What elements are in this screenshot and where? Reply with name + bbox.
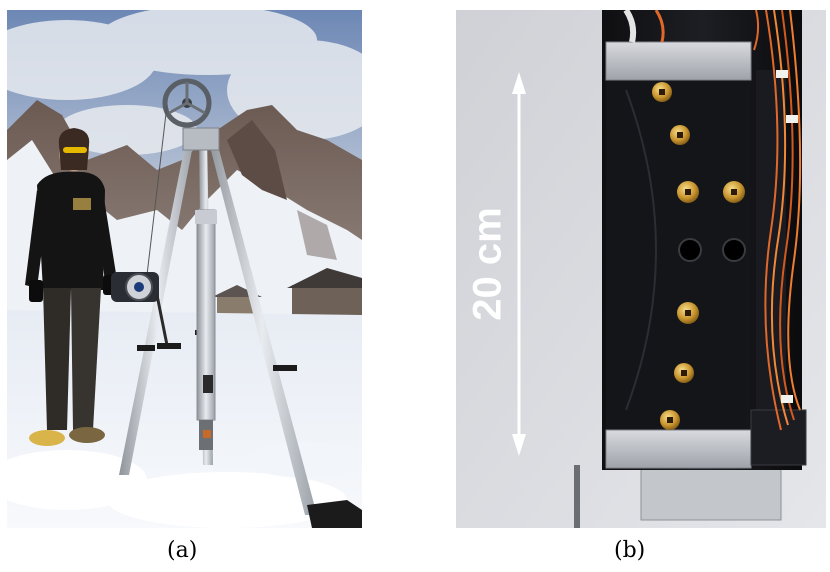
pulley-wheel <box>146 78 212 276</box>
snow-mounds <box>7 442 362 528</box>
brass-photodiodes <box>652 82 745 430</box>
caption-b: (b) <box>614 538 646 563</box>
scale-arrow <box>512 72 526 456</box>
scale-label: 20 cm <box>465 207 510 321</box>
orange-wires <box>623 10 802 431</box>
wire-ties <box>776 70 798 403</box>
cylindrical-probe <box>195 209 217 450</box>
sensor-holder-photo <box>456 10 826 528</box>
caption-a: (a) <box>167 538 198 563</box>
black-bag <box>307 500 362 528</box>
photo-panel-b: 20 cm <box>456 10 826 528</box>
top-plate <box>605 41 752 81</box>
metal-rod <box>574 465 580 528</box>
mountain-field-photo <box>7 10 362 528</box>
bottom-plate <box>605 429 752 469</box>
winch <box>111 272 181 349</box>
person <box>25 128 117 446</box>
photo-panel-a <box>7 10 362 528</box>
clouds <box>7 10 362 155</box>
empty-holes <box>678 238 746 262</box>
